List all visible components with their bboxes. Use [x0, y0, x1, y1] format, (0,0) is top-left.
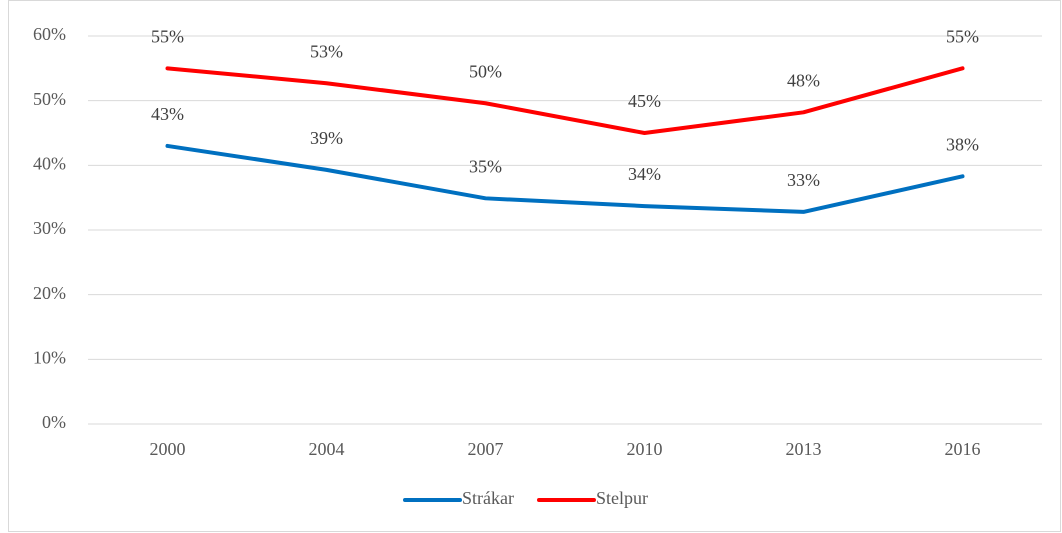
data-label: 55% [151, 26, 184, 46]
data-label: 39% [310, 128, 343, 148]
x-tick-label: 2016 [945, 439, 981, 459]
legend-label: Strákar [462, 488, 514, 508]
chart-border [8, 0, 1061, 532]
data-label: 34% [628, 164, 661, 184]
x-tick-label: 2004 [309, 439, 345, 459]
data-label: 38% [946, 134, 979, 154]
y-tick-label: 20% [33, 283, 66, 303]
y-tick-label: 0% [42, 412, 66, 432]
y-tick-label: 50% [33, 89, 66, 109]
series-line [165, 143, 965, 214]
x-tick-label: 2013 [786, 439, 822, 459]
data-label: 53% [310, 41, 343, 61]
data-label: 50% [469, 61, 502, 81]
x-tick-label: 2007 [468, 439, 504, 459]
data-label: 48% [787, 70, 820, 90]
data-label: 33% [787, 170, 820, 190]
series-line [165, 66, 965, 135]
data-label: 55% [946, 26, 979, 46]
data-label: 45% [628, 91, 661, 111]
legend-label: Stelpur [596, 488, 648, 508]
y-tick-label: 60% [33, 24, 66, 44]
x-tick-label: 2010 [627, 439, 663, 459]
y-tick-label: 30% [33, 218, 66, 238]
y-tick-label: 40% [33, 153, 66, 173]
x-tick-label: 2000 [150, 439, 186, 459]
y-tick-label: 10% [33, 347, 66, 367]
data-label: 35% [469, 156, 502, 176]
data-label: 43% [151, 104, 184, 124]
